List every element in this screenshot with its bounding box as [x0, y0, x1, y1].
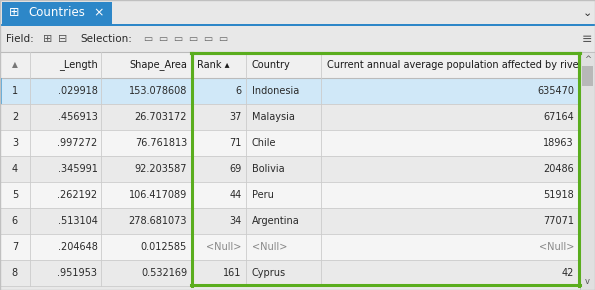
Text: Cyprus: Cyprus [252, 268, 286, 278]
Text: v: v [585, 278, 590, 287]
Text: ⊟: ⊟ [58, 34, 68, 44]
Text: .029918: .029918 [58, 86, 98, 96]
Text: 42: 42 [562, 268, 574, 278]
Text: 67164: 67164 [543, 112, 574, 122]
Text: <Null>: <Null> [206, 242, 242, 252]
Bar [0, 130, 580, 156]
Text: ▭: ▭ [173, 34, 183, 44]
Text: ⌄: ⌄ [583, 8, 591, 18]
Bar [0, 24, 595, 26]
Text: <Null>: <Null> [538, 242, 574, 252]
Bar [0, 104, 580, 130]
Text: Current annual average population affected by river floods: Current annual average population affect… [327, 60, 595, 70]
Text: Field:: Field: [6, 34, 34, 44]
Text: Chile: Chile [252, 138, 276, 148]
Text: 5: 5 [12, 190, 18, 200]
Text: .262192: .262192 [57, 190, 98, 200]
Text: 153.078608: 153.078608 [129, 86, 187, 96]
Text: ▲: ▲ [12, 61, 18, 70]
Text: ▭: ▭ [203, 34, 212, 44]
Text: 92.203587: 92.203587 [134, 164, 187, 174]
Text: Malaysia: Malaysia [252, 112, 295, 122]
Text: Country: Country [252, 60, 290, 70]
Text: 106.417089: 106.417089 [129, 190, 187, 200]
Text: Selection:: Selection: [80, 34, 132, 44]
Text: 8: 8 [12, 268, 18, 278]
Text: 37: 37 [229, 112, 242, 122]
Bar [0, 208, 580, 234]
Bar [0, 78, 580, 104]
Text: ▭: ▭ [143, 34, 153, 44]
Text: 3: 3 [12, 138, 18, 148]
Bar [0, 234, 580, 260]
Bar [582, 66, 593, 86]
Text: Countries: Countries [28, 6, 85, 19]
Text: ×: × [94, 6, 104, 19]
Text: .997272: .997272 [57, 138, 98, 148]
Text: 71: 71 [229, 138, 242, 148]
Bar [0, 260, 580, 286]
Bar [0, 26, 595, 52]
Text: ⊞: ⊞ [9, 6, 19, 19]
Text: 6: 6 [12, 216, 18, 226]
Text: 278.681073: 278.681073 [129, 216, 187, 226]
Text: 0.532169: 0.532169 [141, 268, 187, 278]
Text: ≡: ≡ [582, 32, 592, 46]
Text: .951953: .951953 [58, 268, 98, 278]
Text: 20486: 20486 [543, 164, 574, 174]
Text: 51918: 51918 [543, 190, 574, 200]
Text: Bolivia: Bolivia [252, 164, 284, 174]
Text: 26.703172: 26.703172 [134, 112, 187, 122]
Bar [0, 182, 580, 208]
Text: 18963: 18963 [543, 138, 574, 148]
Bar [580, 52, 595, 290]
Text: 1: 1 [12, 86, 18, 96]
Text: 7: 7 [12, 242, 18, 252]
Text: ^: ^ [584, 55, 591, 64]
Text: <Null>: <Null> [252, 242, 287, 252]
Text: ▭: ▭ [158, 34, 168, 44]
Text: ▭: ▭ [218, 34, 228, 44]
Text: Indonesia: Indonesia [252, 86, 299, 96]
Text: 69: 69 [230, 164, 242, 174]
Text: 34: 34 [230, 216, 242, 226]
Text: 0.012585: 0.012585 [141, 242, 187, 252]
Text: ▭: ▭ [189, 34, 198, 44]
Text: Shape_Area: Shape_Area [129, 59, 187, 70]
Text: ⊞: ⊞ [43, 34, 53, 44]
Text: Peru: Peru [252, 190, 274, 200]
Text: _Length: _Length [59, 59, 98, 70]
Text: 635470: 635470 [537, 86, 574, 96]
Text: Argentina: Argentina [252, 216, 299, 226]
Text: 76.761813: 76.761813 [134, 138, 187, 148]
Text: 161: 161 [223, 268, 242, 278]
Text: .345991: .345991 [58, 164, 98, 174]
Text: .456913: .456913 [58, 112, 98, 122]
Bar [0, 0, 595, 26]
Text: .513104: .513104 [58, 216, 98, 226]
Bar [0, 78, 2, 104]
Text: 77071: 77071 [543, 216, 574, 226]
Text: 2: 2 [12, 112, 18, 122]
Text: Rank ▴: Rank ▴ [197, 60, 230, 70]
Text: 4: 4 [12, 164, 18, 174]
Text: 44: 44 [230, 190, 242, 200]
Text: 6: 6 [236, 86, 242, 96]
Bar [0, 156, 580, 182]
Bar [2, 2, 112, 26]
Text: .204648: .204648 [58, 242, 98, 252]
Bar [0, 52, 580, 78]
